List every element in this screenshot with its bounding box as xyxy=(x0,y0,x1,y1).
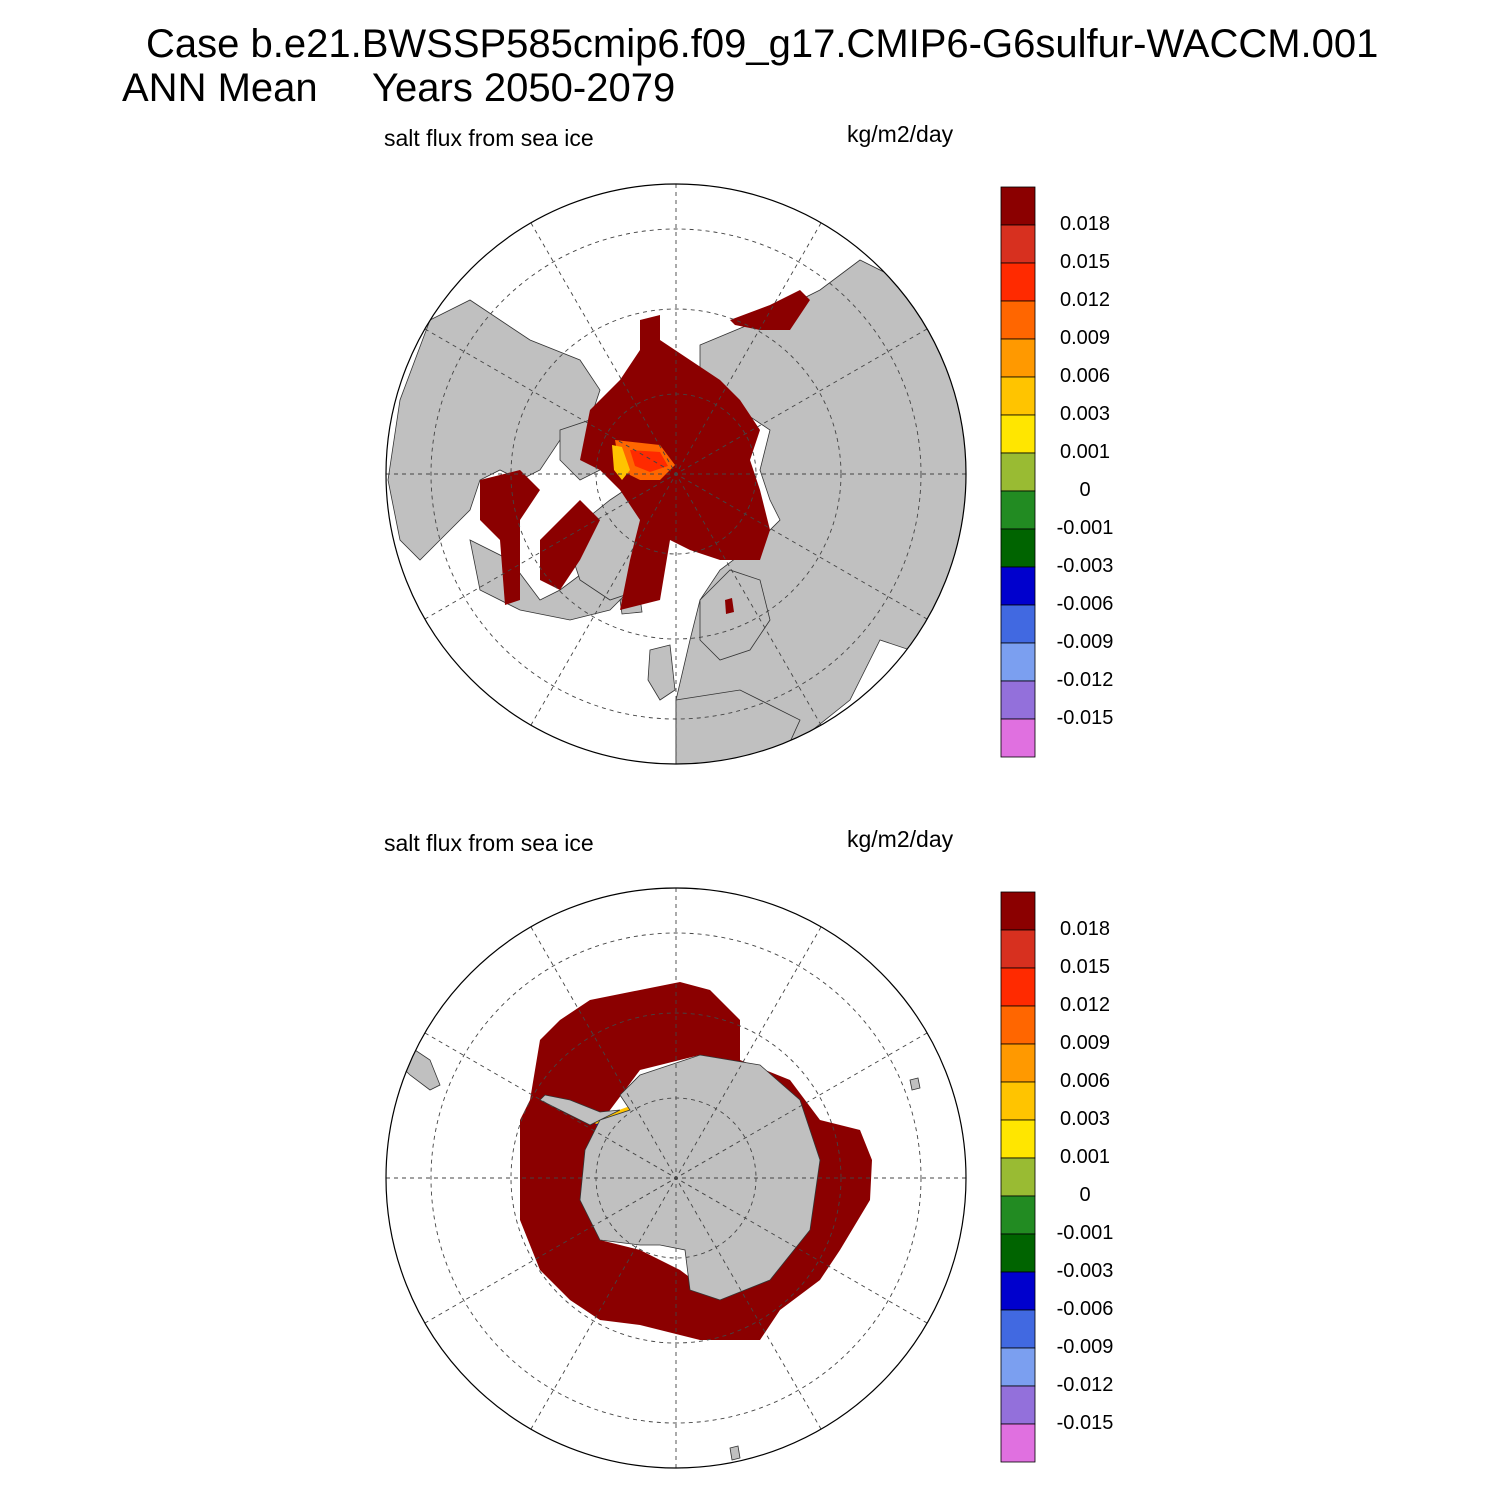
colorbar-north-swatch xyxy=(1000,604,1036,644)
colorbar-south-tick-label: -0.015 xyxy=(1056,1412,1114,1434)
colorbar-south-swatch xyxy=(1000,1157,1036,1197)
colorbar-north-tick-label: 0.015 xyxy=(1059,251,1111,273)
colorbar-north-tick-label: -0.001 xyxy=(1056,517,1114,539)
south-graticule xyxy=(386,888,966,1468)
colorbar-north-tick-label: 0 xyxy=(1079,479,1091,501)
colorbar-south-swatch xyxy=(1000,929,1036,969)
colorbar-south-tick-label: -0.012 xyxy=(1056,1374,1114,1396)
colorbar-south-swatch xyxy=(1000,1005,1036,1045)
panel-south-variable: salt flux from sea ice xyxy=(384,830,594,856)
colorbar-south-swatch xyxy=(1000,1233,1036,1273)
years-label: Years 2050-2079 xyxy=(372,66,676,110)
colorbar-north xyxy=(1000,186,1036,758)
colorbar-south-swatch xyxy=(1000,1081,1036,1121)
colorbar-south-swatch xyxy=(1000,967,1036,1007)
north-polar-map xyxy=(385,183,967,765)
colorbar-north-tick-label: -0.012 xyxy=(1056,669,1114,691)
colorbar-north-swatch xyxy=(1000,680,1036,720)
colorbar-north-tick-label: 0.009 xyxy=(1059,327,1111,349)
colorbar-south-tick-label: 0.012 xyxy=(1059,994,1111,1016)
colorbar-south-swatch xyxy=(1000,1423,1036,1463)
colorbar-north-tick-label: -0.003 xyxy=(1056,555,1114,577)
colorbar-north-tick-label: -0.015 xyxy=(1056,707,1114,729)
colorbar-south-swatch xyxy=(1000,1309,1036,1349)
north-map-border xyxy=(385,183,967,765)
colorbar-north-swatch xyxy=(1000,186,1036,226)
colorbar-south-tick-label: 0.001 xyxy=(1059,1146,1111,1168)
colorbar-south-tick-label: -0.009 xyxy=(1056,1336,1114,1358)
colorbar-north-swatch xyxy=(1000,300,1036,340)
colorbar-north-tick-label: -0.006 xyxy=(1056,593,1114,615)
panel-north-variable: salt flux from sea ice xyxy=(384,125,594,151)
colorbar-north-swatch xyxy=(1000,262,1036,302)
colorbar-north-tick-label: 0.003 xyxy=(1059,403,1111,425)
colorbar-north-swatch xyxy=(1000,718,1036,758)
colorbar-south-tick-label: -0.006 xyxy=(1056,1298,1114,1320)
colorbar-south-tick-label: 0.006 xyxy=(1059,1070,1111,1092)
south-polar-map xyxy=(385,887,967,1469)
colorbar-north-swatch xyxy=(1000,376,1036,416)
colorbar-north-swatch xyxy=(1000,490,1036,530)
colorbar-north-swatch xyxy=(1000,452,1036,492)
colorbar-south-swatch xyxy=(1000,891,1036,931)
colorbar-north-tick-label: -0.009 xyxy=(1056,631,1114,653)
south-map-border xyxy=(385,887,967,1469)
colorbar-south-swatch xyxy=(1000,1195,1036,1235)
colorbar-south-tick-label: 0.015 xyxy=(1059,956,1111,978)
colorbar-south-swatch xyxy=(1000,1119,1036,1159)
colorbar-south xyxy=(1000,891,1036,1463)
colorbar-north-tick-label: 0.001 xyxy=(1059,441,1111,463)
colorbar-south-tick-label: 0.003 xyxy=(1059,1108,1111,1130)
colorbar-north-tick-label: 0.012 xyxy=(1059,289,1111,311)
colorbar-south-swatch xyxy=(1000,1271,1036,1311)
colorbar-south-tick-label: 0.009 xyxy=(1059,1032,1111,1054)
north-graticule xyxy=(386,184,966,764)
colorbar-south-swatch xyxy=(1000,1385,1036,1425)
colorbar-north-swatch xyxy=(1000,566,1036,606)
colorbar-north-swatch xyxy=(1000,528,1036,568)
colorbar-south-tick-label: -0.001 xyxy=(1056,1222,1114,1244)
panel-north-units: kg/m2/day xyxy=(847,121,954,147)
colorbar-north-swatch xyxy=(1000,642,1036,682)
colorbar-south-tick-label: 0 xyxy=(1079,1184,1091,1206)
season-label: ANN Mean xyxy=(122,66,318,110)
north-flux-field xyxy=(480,290,810,614)
panel-south-units: kg/m2/day xyxy=(847,826,954,852)
colorbar-north-swatch xyxy=(1000,338,1036,378)
colorbar-south-swatch xyxy=(1000,1347,1036,1387)
colorbar-north-tick-label: 0.006 xyxy=(1059,365,1111,387)
colorbar-south-tick-label: 0.018 xyxy=(1059,918,1111,940)
colorbar-south-tick-label: -0.003 xyxy=(1056,1260,1114,1282)
colorbar-north-tick-label: 0.018 xyxy=(1059,213,1111,235)
colorbar-north-swatch xyxy=(1000,414,1036,454)
figure-title: Case b.e21.BWSSP585cmip6.f09_g17.CMIP6-G… xyxy=(146,22,1379,66)
colorbar-south-swatch xyxy=(1000,1043,1036,1083)
colorbar-north-swatch xyxy=(1000,224,1036,264)
